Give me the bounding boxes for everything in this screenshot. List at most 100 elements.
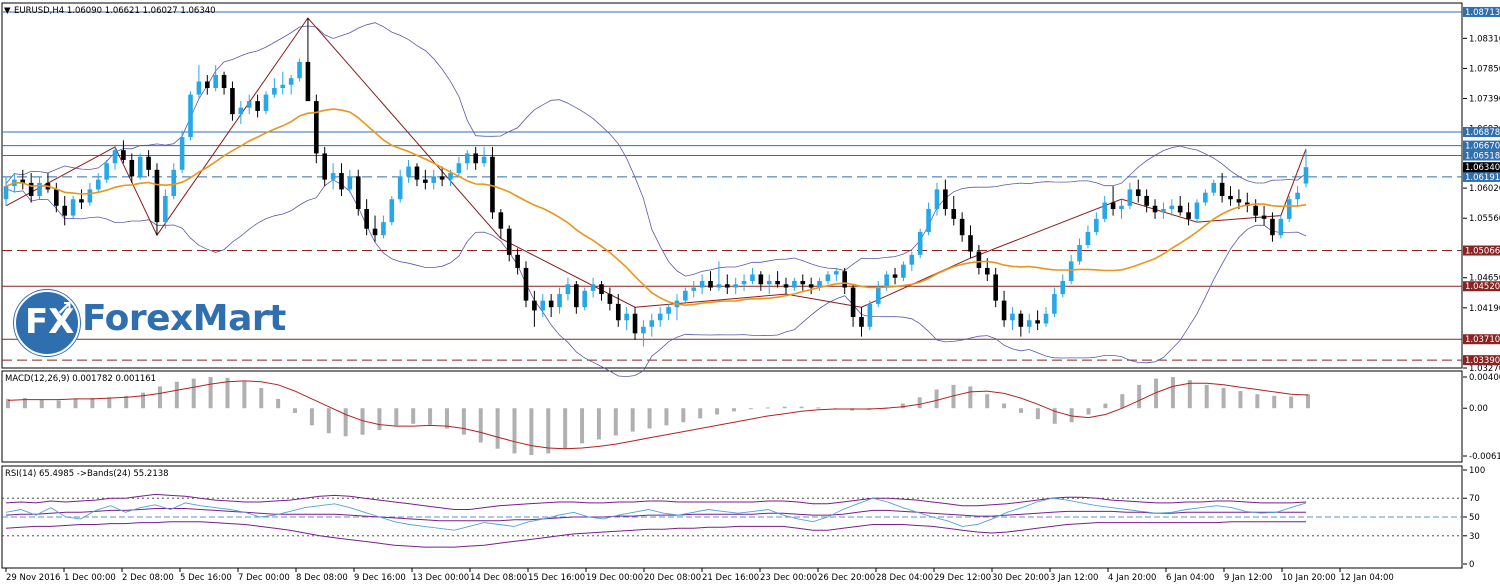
candle[interactable] <box>1010 307 1015 331</box>
candle[interactable] <box>808 277 814 295</box>
candle[interactable] <box>1018 310 1024 337</box>
candle[interactable] <box>1177 195 1183 216</box>
candle[interactable] <box>246 94 252 115</box>
candle[interactable] <box>288 74 294 95</box>
candle[interactable] <box>1152 199 1158 219</box>
candle[interactable] <box>406 159 411 183</box>
candle[interactable] <box>959 212 965 242</box>
candle[interactable] <box>1127 182 1133 210</box>
candle[interactable] <box>129 153 135 183</box>
candle[interactable] <box>968 225 973 259</box>
candle[interactable] <box>657 307 663 327</box>
candle[interactable] <box>112 146 118 170</box>
candle[interactable] <box>230 81 235 121</box>
candle[interactable] <box>766 274 772 295</box>
candle[interactable] <box>1295 186 1300 206</box>
candle[interactable] <box>1001 290 1007 327</box>
candle[interactable] <box>1286 195 1292 223</box>
price-pane[interactable] <box>2 11 1462 378</box>
candle[interactable] <box>355 169 361 216</box>
candle[interactable] <box>1144 189 1149 213</box>
candle[interactable] <box>196 65 202 98</box>
candle[interactable] <box>121 140 126 164</box>
candle[interactable] <box>917 228 923 259</box>
candle[interactable] <box>490 146 495 219</box>
candle[interactable] <box>28 173 34 203</box>
candle[interactable] <box>1094 212 1099 236</box>
candle[interactable] <box>632 307 638 340</box>
candle[interactable] <box>397 169 403 203</box>
candle[interactable] <box>70 195 76 219</box>
candle[interactable] <box>691 281 697 298</box>
candle[interactable] <box>708 271 713 291</box>
candle[interactable] <box>532 290 537 327</box>
candle[interactable] <box>1253 199 1258 223</box>
candle[interactable] <box>951 195 957 226</box>
candle[interactable] <box>364 199 369 236</box>
candle[interactable] <box>238 101 244 125</box>
candle[interactable] <box>95 173 101 193</box>
candle[interactable] <box>1119 199 1124 219</box>
candle[interactable] <box>314 94 319 164</box>
candle[interactable] <box>481 146 487 167</box>
candle[interactable] <box>1228 186 1233 206</box>
candle[interactable] <box>1278 215 1284 239</box>
candle[interactable] <box>716 261 722 291</box>
candle[interactable] <box>515 248 520 275</box>
candle[interactable] <box>1244 192 1250 213</box>
candle[interactable] <box>540 294 546 317</box>
candle[interactable] <box>750 267 755 285</box>
candle[interactable] <box>800 274 806 291</box>
candle[interactable] <box>171 163 177 200</box>
candle[interactable] <box>825 271 831 285</box>
candle[interactable] <box>1169 199 1175 216</box>
candle[interactable] <box>758 271 764 291</box>
candle[interactable] <box>817 277 822 291</box>
candle[interactable] <box>557 287 562 314</box>
candle[interactable] <box>54 182 59 213</box>
candle[interactable] <box>850 284 856 327</box>
candle[interactable] <box>976 245 982 275</box>
candle[interactable] <box>204 74 210 95</box>
candle[interactable] <box>724 274 730 295</box>
candle[interactable] <box>523 261 529 308</box>
candle[interactable] <box>414 163 420 187</box>
candle[interactable] <box>548 294 554 317</box>
candle[interactable] <box>498 209 504 239</box>
candle[interactable] <box>272 78 277 98</box>
candle[interactable] <box>792 277 797 291</box>
candle[interactable] <box>137 153 143 180</box>
candle[interactable] <box>79 189 84 210</box>
candle[interactable] <box>943 179 948 216</box>
candle[interactable] <box>372 215 378 242</box>
candle[interactable] <box>456 156 462 177</box>
candle[interactable] <box>305 18 311 102</box>
candle[interactable] <box>909 251 915 272</box>
candle[interactable] <box>1102 195 1108 223</box>
candle[interactable] <box>146 150 151 177</box>
candle[interactable] <box>20 169 26 190</box>
candle[interactable] <box>37 176 42 200</box>
candle[interactable] <box>280 71 286 95</box>
candle[interactable] <box>1219 173 1225 203</box>
candle[interactable] <box>473 146 478 170</box>
candle[interactable] <box>699 274 705 295</box>
candle[interactable] <box>1186 202 1191 226</box>
candle[interactable] <box>1026 313 1032 334</box>
candle[interactable] <box>221 71 227 95</box>
candle[interactable] <box>431 169 437 190</box>
candle[interactable] <box>423 169 428 190</box>
candle[interactable] <box>599 281 604 301</box>
candle[interactable] <box>1161 202 1166 219</box>
candle[interactable] <box>62 195 68 226</box>
candle[interactable] <box>1261 205 1267 226</box>
candle[interactable] <box>1077 238 1082 265</box>
candle[interactable] <box>381 215 386 239</box>
candle[interactable] <box>188 91 193 141</box>
candle[interactable] <box>213 65 218 92</box>
candle[interactable] <box>993 267 998 308</box>
candle[interactable] <box>733 277 738 295</box>
candle[interactable] <box>582 287 588 311</box>
candle[interactable] <box>565 277 571 301</box>
